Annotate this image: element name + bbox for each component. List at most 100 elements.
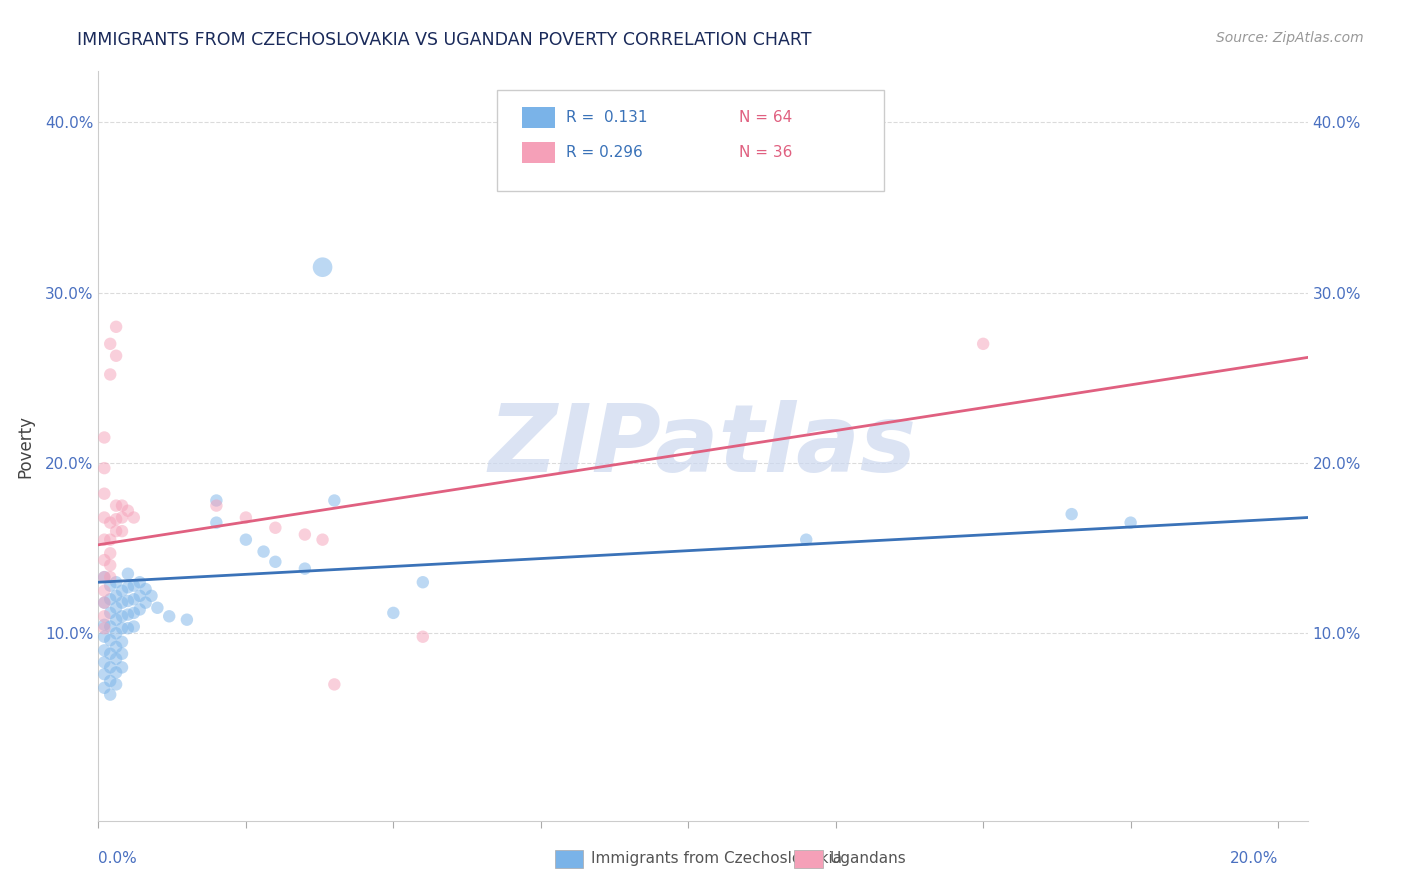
Point bbox=[105, 499, 128, 513]
Point bbox=[111, 510, 134, 524]
Point bbox=[235, 510, 257, 524]
Point bbox=[122, 510, 145, 524]
Point bbox=[382, 606, 405, 620]
Point bbox=[105, 665, 128, 680]
Text: 0.0%: 0.0% bbox=[98, 851, 138, 866]
Bar bbox=[522, 142, 555, 162]
Point bbox=[105, 524, 128, 538]
Point bbox=[93, 655, 115, 669]
Text: R = 0.296: R = 0.296 bbox=[567, 145, 643, 160]
Point bbox=[122, 619, 145, 633]
Point bbox=[412, 630, 434, 644]
Point bbox=[105, 626, 128, 640]
Point bbox=[93, 681, 115, 695]
Point bbox=[93, 486, 115, 500]
Point bbox=[972, 336, 994, 351]
Point bbox=[105, 640, 128, 654]
Point bbox=[98, 647, 121, 661]
Point bbox=[128, 589, 150, 603]
Point bbox=[111, 524, 134, 538]
Point bbox=[111, 596, 134, 610]
Y-axis label: Poverty: Poverty bbox=[15, 415, 34, 477]
Point bbox=[98, 533, 121, 547]
Point bbox=[128, 602, 150, 616]
Text: N = 36: N = 36 bbox=[740, 145, 793, 160]
Point bbox=[141, 589, 163, 603]
Point bbox=[122, 606, 145, 620]
Point bbox=[264, 521, 287, 535]
Point bbox=[98, 673, 121, 688]
Point bbox=[98, 660, 121, 674]
Point bbox=[176, 613, 198, 627]
Point bbox=[93, 596, 115, 610]
Point bbox=[235, 533, 257, 547]
Point bbox=[93, 570, 115, 584]
Point bbox=[157, 609, 180, 624]
Point bbox=[323, 677, 346, 691]
Point bbox=[117, 594, 139, 608]
Point bbox=[117, 504, 139, 518]
Point bbox=[117, 566, 139, 581]
Point bbox=[135, 582, 157, 596]
Point bbox=[98, 546, 121, 560]
Point bbox=[93, 667, 115, 681]
Point bbox=[111, 647, 134, 661]
Point bbox=[117, 580, 139, 594]
Point bbox=[1119, 516, 1142, 530]
Text: ZIPatlas: ZIPatlas bbox=[489, 400, 917, 492]
Point bbox=[122, 592, 145, 607]
Point bbox=[205, 516, 228, 530]
Point bbox=[93, 461, 115, 475]
Point bbox=[117, 621, 139, 635]
Point bbox=[105, 575, 128, 590]
Point bbox=[98, 570, 121, 584]
Point bbox=[105, 319, 128, 334]
Point bbox=[294, 527, 316, 541]
Point bbox=[98, 633, 121, 648]
Point bbox=[111, 660, 134, 674]
Point bbox=[122, 579, 145, 593]
Point bbox=[205, 493, 228, 508]
Text: Source: ZipAtlas.com: Source: ZipAtlas.com bbox=[1216, 31, 1364, 45]
Text: IMMIGRANTS FROM CZECHOSLOVAKIA VS UGANDAN POVERTY CORRELATION CHART: IMMIGRANTS FROM CZECHOSLOVAKIA VS UGANDA… bbox=[77, 31, 811, 49]
Point bbox=[93, 430, 115, 444]
Point bbox=[128, 575, 150, 590]
Point bbox=[93, 510, 115, 524]
Point bbox=[111, 583, 134, 598]
FancyBboxPatch shape bbox=[498, 90, 884, 191]
Point bbox=[146, 600, 169, 615]
Point bbox=[311, 533, 333, 547]
Point bbox=[93, 621, 115, 635]
Point bbox=[93, 643, 115, 657]
Point bbox=[412, 575, 434, 590]
Text: Immigrants from Czechoslovakia: Immigrants from Czechoslovakia bbox=[591, 852, 842, 866]
Point bbox=[111, 499, 134, 513]
Bar bbox=[522, 107, 555, 128]
Point bbox=[93, 533, 115, 547]
Point bbox=[98, 368, 121, 382]
Point bbox=[93, 583, 115, 598]
Point bbox=[111, 609, 134, 624]
Point bbox=[105, 600, 128, 615]
Point bbox=[93, 630, 115, 644]
Point bbox=[98, 688, 121, 702]
Point bbox=[98, 558, 121, 573]
Point bbox=[105, 677, 128, 691]
Point bbox=[794, 533, 817, 547]
Point bbox=[93, 609, 115, 624]
Point bbox=[135, 596, 157, 610]
Point bbox=[105, 652, 128, 666]
Point bbox=[111, 621, 134, 635]
Point bbox=[264, 555, 287, 569]
Point bbox=[105, 613, 128, 627]
Point bbox=[98, 619, 121, 633]
Point bbox=[1060, 507, 1083, 521]
Point bbox=[294, 561, 316, 575]
Text: 20.0%: 20.0% bbox=[1230, 851, 1278, 866]
Point bbox=[105, 512, 128, 526]
Point bbox=[93, 596, 115, 610]
Point bbox=[98, 579, 121, 593]
Point bbox=[205, 499, 228, 513]
Point bbox=[93, 570, 115, 584]
Point bbox=[98, 516, 121, 530]
